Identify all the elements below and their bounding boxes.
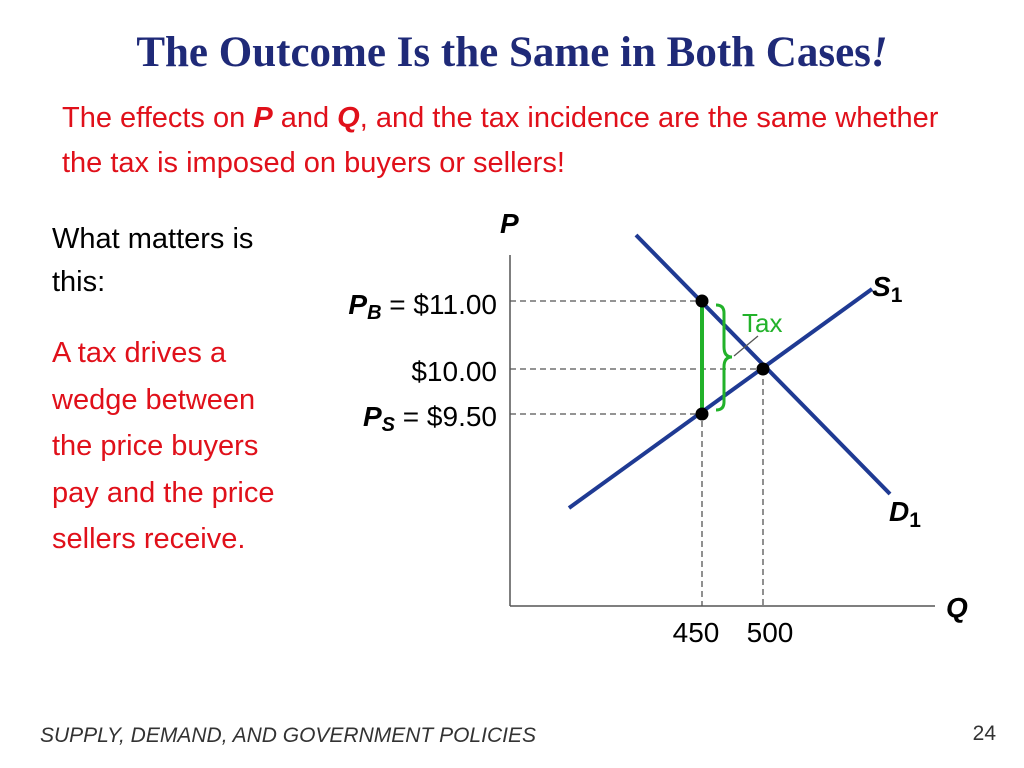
quantity-tax-label: 450 [673, 617, 720, 648]
demand-label: D1 [889, 496, 921, 532]
point-buyers-price [695, 294, 709, 308]
ps-subscript: S [382, 414, 396, 436]
subtitle-part-1: The effects on [62, 102, 254, 134]
demand-subscript: 1 [909, 509, 921, 532]
ps-symbol: P [363, 401, 382, 432]
slide-title: The Outcome Is the Same in Both Cases! [0, 28, 1024, 77]
price-sellers-label: PS = $9.50 [363, 401, 497, 436]
title-exclamation: ! [870, 29, 888, 76]
tax-label: Tax [742, 308, 782, 338]
price-equilibrium-label: $10.00 [411, 356, 497, 387]
point-equilibrium [756, 362, 770, 376]
q-axis-label: Q [946, 592, 968, 623]
title-main: The Outcome Is the Same in Both Cases [136, 29, 871, 76]
pb-value: = $11.00 [382, 289, 497, 320]
subtitle-q: Q [337, 102, 360, 134]
footer-chapter-title: SUPPLY, DEMAND, AND GOVERNMENT POLICIES [40, 724, 536, 747]
tax-label-leader [733, 335, 759, 357]
quantity-equilibrium-label: 500 [747, 617, 794, 648]
p-axis-label: P [500, 208, 519, 239]
supply-subscript: 1 [891, 284, 903, 307]
supply-label: S1 [872, 271, 903, 307]
subtitle-p: P [253, 102, 273, 134]
pb-symbol: P [348, 289, 367, 320]
what-matters-heading: What matters is this: [52, 223, 254, 298]
subtitle-part-2: and [272, 102, 338, 134]
tax-wedge-explanation: A tax drives a wedge between the price b… [52, 337, 275, 555]
supply-letter: S [872, 271, 891, 302]
page-number: 24 [972, 722, 996, 745]
subtitle-part-3: , and the tax incidence are the same whe… [62, 102, 939, 179]
ps-value: = $9.50 [395, 401, 497, 432]
point-sellers-price [695, 407, 709, 421]
supply-curve [567, 287, 874, 510]
tax-brace [715, 303, 733, 412]
demand-letter: D [889, 496, 909, 527]
pb-subscript: B [367, 302, 381, 324]
price-buyers-label: PB = $11.00 [348, 289, 497, 324]
slide-subtitle: The effects on P and Q, and the tax inci… [62, 96, 962, 186]
